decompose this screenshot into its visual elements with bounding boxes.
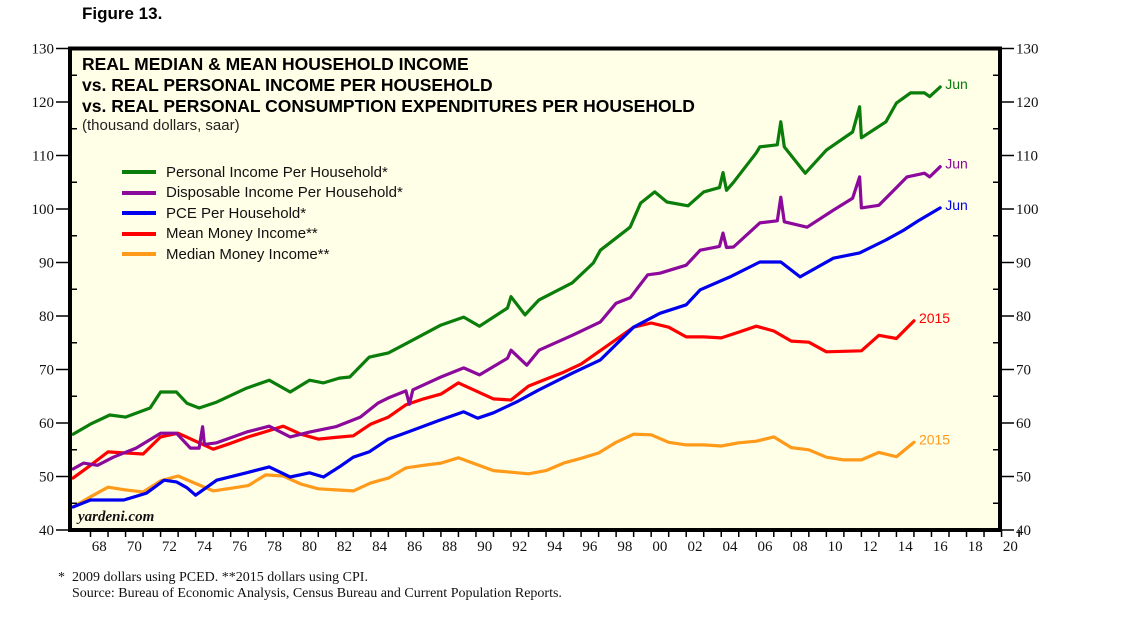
y-tick-label-left: 60 — [39, 416, 54, 432]
figure-label: Figure 13. — [82, 4, 163, 23]
series-line-0 — [71, 85, 942, 436]
legend-item-disposable-income: Disposable Income Per Household* — [122, 183, 403, 204]
legend-item-mean-income: Mean Money Income** — [122, 224, 403, 245]
x-tick-label: 84 — [372, 539, 388, 555]
x-tick-label: 86 — [407, 539, 423, 555]
x-tick-label: 68 — [92, 539, 107, 555]
y-tick-label-right: 110 — [1016, 149, 1038, 165]
x-tick-label: 04 — [723, 539, 739, 555]
y-tick-label-right: 80 — [1016, 309, 1031, 325]
x-tick-label: 00 — [652, 539, 667, 555]
legend-item-pce: PCE Per Household* — [122, 203, 403, 224]
x-tick-label: 88 — [442, 539, 457, 555]
x-tick-label: 18 — [968, 539, 983, 555]
x-tick-label: 20 — [1003, 539, 1018, 555]
x-tick-label: 16 — [933, 539, 949, 555]
series-end-label: Jun — [945, 156, 968, 172]
y-tick-label-left: 80 — [39, 309, 54, 325]
x-tick-label: 10 — [828, 539, 843, 555]
series-line-2 — [71, 206, 942, 509]
y-tick-label-right: 50 — [1016, 470, 1031, 486]
series-end-label: Jun — [945, 76, 968, 92]
plot-area — [70, 48, 1000, 530]
x-tick-label: 08 — [793, 539, 808, 555]
footnote-line-1: * 2009 dollars using PCED. **2015 dollar… — [58, 570, 368, 585]
series-line-1 — [71, 165, 942, 471]
x-tick-label: 12 — [863, 539, 878, 555]
y-tick-label-right: 40 — [1016, 523, 1031, 539]
end-labels: 2015 2015 Jun Jun Jun — [919, 76, 968, 447]
y-tick-label-right: 100 — [1016, 202, 1039, 218]
y-tick-label-right: 70 — [1016, 363, 1031, 379]
y-tick-label-left: 50 — [39, 470, 54, 486]
y-tick-label-left: 110 — [32, 149, 54, 165]
chart-title-block: REAL MEDIAN & MEAN HOUSEHOLD INCOME vs. … — [82, 54, 695, 134]
x-axis: 68 70 72 74 76 78 80 82 84 86 88 90 92 94 96 98 00 02 04 06… — [89, 530, 1020, 555]
footnote-source: Source: Bureau of Economic Analysis, Cen… — [58, 586, 562, 601]
series-layer — [71, 85, 942, 509]
legend-label: Mean Money Income** — [166, 225, 318, 243]
chart-title-line-2: vs. REAL PERSONAL INCOME PER HOUSEHOLD — [82, 75, 493, 95]
x-tick-label: 96 — [582, 539, 598, 555]
x-tick-label: 92 — [512, 539, 527, 555]
y-axis-left: 40 50 60 70 80 90 100 110 120 130 — [32, 42, 77, 539]
series-end-label: Jun — [945, 197, 968, 213]
x-tick-label: 70 — [127, 539, 142, 555]
x-tick-label: 76 — [232, 539, 248, 555]
y-tick-label-left: 40 — [39, 523, 54, 539]
y-tick-label-left: 70 — [39, 363, 54, 379]
x-tick-label: 02 — [687, 539, 702, 555]
x-tick-label: 90 — [477, 539, 492, 555]
chart-title-line-3: vs. REAL PERSONAL CONSUMPTION EXPENDITUR… — [82, 96, 695, 116]
legend-item-personal-income: Personal Income Per Household* — [122, 162, 403, 183]
legend-item-median-income: Median Money Income** — [122, 244, 403, 265]
y-tick-label-right: 90 — [1016, 256, 1031, 272]
x-tick-label: 74 — [197, 539, 213, 555]
y-tick-label-left: 120 — [32, 95, 55, 111]
legend-label: Personal Income Per Household* — [166, 163, 388, 181]
series-line-4 — [71, 432, 916, 509]
legend-label: PCE Per Household* — [166, 204, 307, 222]
legend-swatch — [122, 190, 156, 195]
y-tick-label-left: 100 — [32, 202, 55, 218]
y-axis-right: 40 50 60 70 80 90 100 110 120 130 — [993, 42, 1039, 539]
x-tick-label: 94 — [547, 539, 563, 555]
x-tick-label: 98 — [617, 539, 632, 555]
y-tick-label-left: 130 — [32, 42, 55, 58]
series-end-label: 2015 — [919, 431, 950, 447]
x-tick-label: 80 — [302, 539, 317, 555]
y-tick-label-right: 130 — [1016, 42, 1039, 58]
legend-swatch — [122, 231, 156, 236]
watermark: yardeni.com — [78, 509, 155, 525]
y-tick-label-left: 90 — [39, 256, 54, 272]
series-end-label: 2015 — [919, 310, 950, 326]
y-tick-label-right: 60 — [1016, 416, 1031, 432]
legend-swatch — [122, 211, 156, 216]
legend-swatch — [122, 170, 156, 175]
x-tick-label: 72 — [162, 539, 177, 555]
x-tick-label: 82 — [337, 539, 352, 555]
legend: Personal Income Per Household* Disposabl… — [122, 162, 403, 265]
chart-title-line-1: REAL MEDIAN & MEAN HOUSEHOLD INCOME — [82, 54, 469, 74]
chart-subtitle: (thousand dollars, saar) — [82, 117, 240, 134]
x-tick-label: 06 — [758, 539, 774, 555]
legend-label: Disposable Income Per Household* — [166, 184, 403, 202]
x-tick-label: 78 — [267, 539, 282, 555]
x-tick-label: 14 — [898, 539, 914, 555]
footnotes: * 2009 dollars using PCED. **2015 dollar… — [58, 570, 562, 602]
y-tick-label-right: 120 — [1016, 95, 1039, 111]
series-line-3 — [71, 319, 916, 480]
legend-label: Median Money Income** — [166, 245, 330, 263]
legend-swatch — [122, 252, 156, 257]
